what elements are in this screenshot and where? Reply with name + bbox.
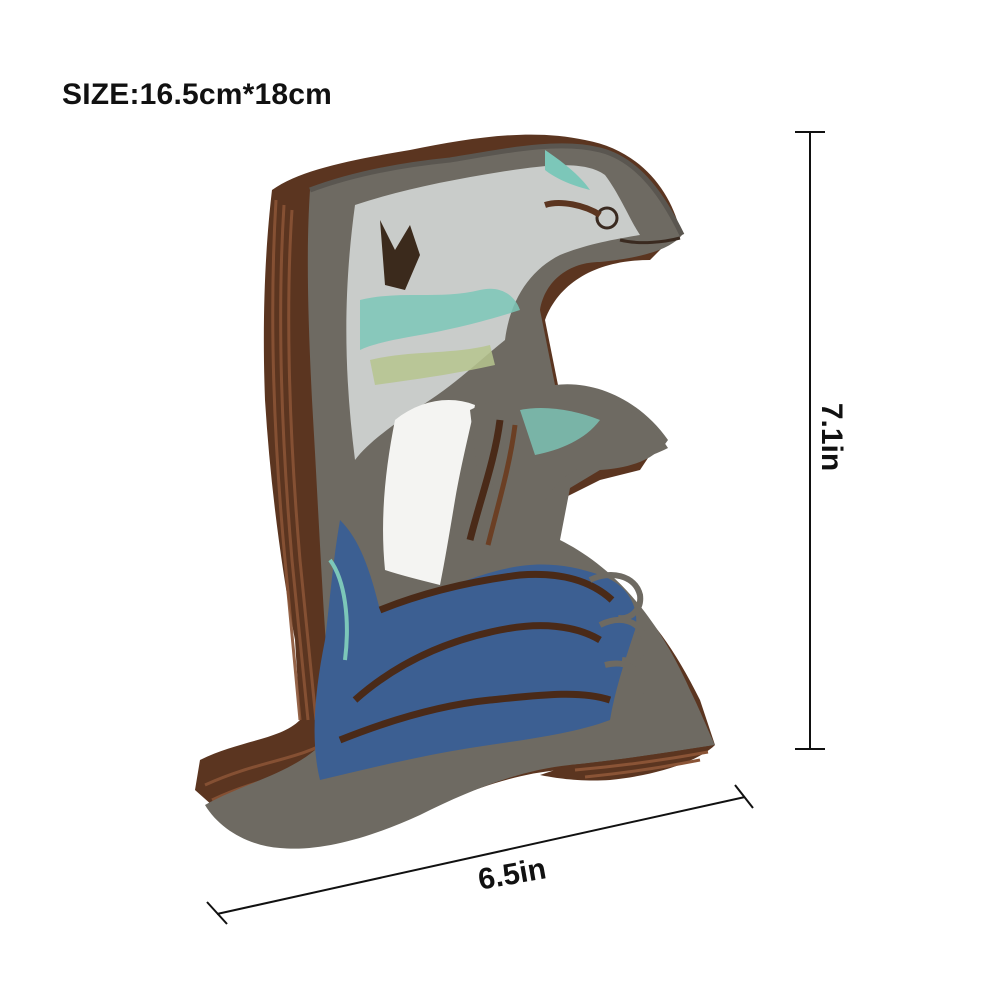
- sea-waves: [314, 520, 637, 780]
- width-dimension-line: [206, 784, 754, 925]
- height-dimension-line: [795, 131, 825, 750]
- size-label: SIZE:16.5cm*18cm: [62, 78, 333, 111]
- inner-cutout: [383, 400, 475, 585]
- height-dimension-label: 7.1in: [815, 402, 848, 472]
- small-dolphin: [470, 393, 668, 510]
